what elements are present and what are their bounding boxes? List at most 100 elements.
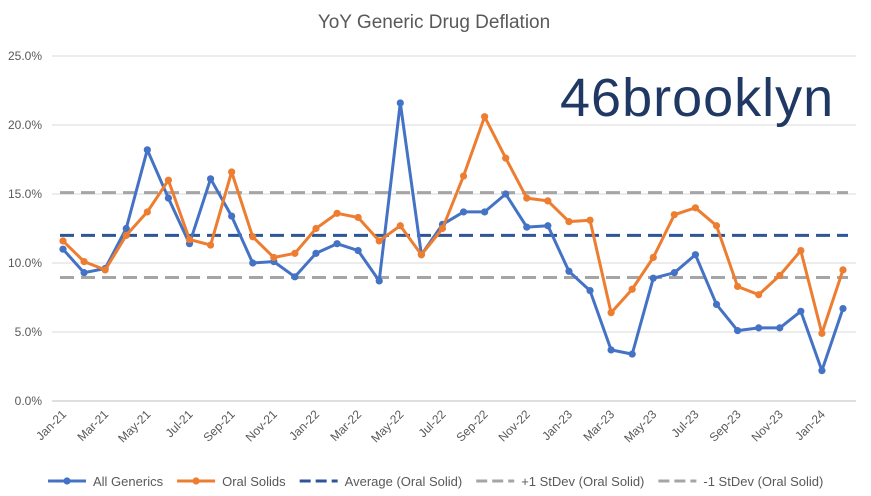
legend-label: +1 StDev (Oral Solid)	[521, 474, 644, 489]
legend-item-oral-solids: Oral Solids	[177, 474, 286, 489]
data-point-oral-solids	[375, 237, 383, 245]
x-tick-label: Jan-21	[33, 407, 69, 443]
data-point-all-generics	[206, 175, 215, 183]
data-point-all-generics	[818, 367, 826, 375]
data-point-oral-solids	[818, 329, 826, 337]
x-tick-label: Sep-23	[706, 407, 743, 444]
data-point-oral-solids	[206, 241, 215, 249]
x-tick-label: Jan-23	[539, 407, 575, 443]
y-tick-label: 5.0%	[15, 325, 43, 339]
x-tick-label: May-23	[621, 407, 659, 445]
legend-label: All Generics	[93, 474, 164, 489]
data-point-oral-solids	[80, 258, 88, 266]
data-point-all-generics	[396, 99, 404, 107]
x-tick-label: May-21	[115, 407, 153, 445]
data-point-oral-solids	[733, 282, 742, 291]
legend: All Generics Oral Solids Average (Oral Sol…	[48, 474, 823, 489]
data-point-all-generics	[164, 194, 173, 202]
legend-label: Average (Oral Solid)	[345, 474, 463, 489]
data-point-all-generics	[249, 259, 257, 267]
y-tick-label: 10.0%	[8, 256, 42, 270]
data-point-all-generics	[649, 274, 657, 282]
x-tick-label: Mar-22	[327, 407, 364, 444]
data-point-oral-solids	[396, 222, 404, 230]
data-point-oral-solids	[291, 249, 299, 257]
data-point-all-generics	[459, 208, 468, 216]
data-point-all-generics	[375, 277, 383, 285]
data-point-all-generics	[544, 222, 552, 230]
data-point-all-generics	[59, 245, 67, 253]
data-point-oral-solids	[185, 235, 194, 244]
chart-title: YoY Generic Drug Deflation	[318, 12, 550, 33]
x-tick-label: Sep-21	[201, 407, 238, 444]
data-point-all-generics	[839, 304, 847, 313]
data-point-oral-solids	[228, 168, 236, 176]
data-point-oral-solids	[649, 253, 657, 262]
x-tick-label: Jan-24	[792, 407, 828, 443]
data-point-oral-solids	[670, 211, 678, 219]
data-point-all-generics	[628, 350, 636, 358]
data-point-all-generics	[291, 273, 299, 281]
data-point-oral-solids	[333, 209, 341, 217]
data-point-all-generics	[122, 224, 130, 233]
data-point-oral-solids	[586, 216, 594, 224]
data-point-oral-solids	[607, 309, 615, 317]
x-tick-label: Mar-21	[75, 407, 112, 444]
data-point-all-generics	[797, 307, 805, 315]
data-point-oral-solids	[502, 154, 510, 162]
data-point-all-generics	[670, 269, 678, 277]
data-point-all-generics	[586, 287, 594, 295]
data-point-all-generics	[755, 324, 763, 332]
x-tick-label: Sep-22	[453, 407, 490, 444]
data-point-oral-solids	[628, 285, 636, 293]
y-tick-label: 25.0%	[8, 49, 42, 63]
data-point-oral-solids	[164, 176, 173, 184]
x-tick-label: Jul-21	[163, 407, 196, 440]
data-point-all-generics	[143, 146, 151, 154]
data-point-all-generics	[502, 190, 510, 198]
x-tick-label: Jul-22	[416, 407, 449, 440]
legend-item-average-oral-solid: Average (Oral Solid)	[299, 474, 463, 489]
data-point-oral-solids	[459, 172, 468, 180]
data-point-all-generics	[354, 246, 362, 255]
y-tick-label: 20.0%	[8, 118, 42, 132]
data-point-all-generics	[333, 240, 341, 248]
data-point-oral-solids	[354, 213, 362, 222]
logo: 46brooklyn	[560, 68, 833, 128]
x-tick-label: May-22	[368, 407, 406, 445]
data-point-all-generics	[691, 251, 700, 259]
legend-item-1-stdev-oral-solid: +1 StDev (Oral Solid)	[476, 474, 644, 489]
data-series	[59, 99, 847, 375]
data-point-all-generics	[607, 346, 615, 354]
y-tick-label: 15.0%	[8, 187, 42, 201]
data-point-oral-solids	[544, 197, 552, 205]
legend-item-1-stdev-oral-solid: -1 StDev (Oral Solid)	[658, 474, 823, 489]
x-tick-label: Nov-23	[749, 407, 786, 444]
data-point-oral-solids	[143, 208, 151, 216]
series-line-all-generics	[61, 101, 845, 373]
series-oral-solids	[59, 113, 847, 337]
data-point-oral-solids	[691, 204, 700, 212]
data-point-all-generics	[523, 223, 531, 231]
data-point-oral-solids	[122, 231, 130, 239]
data-point-oral-solids	[270, 253, 278, 262]
data-point-all-generics	[481, 208, 489, 216]
x-tick-label: Nov-21	[243, 407, 280, 444]
legend-marker	[192, 477, 200, 485]
data-point-all-generics	[733, 327, 742, 335]
data-point-oral-solids	[712, 222, 721, 230]
data-point-all-generics	[712, 300, 721, 308]
data-point-oral-solids	[59, 237, 67, 245]
data-point-all-generics	[776, 324, 784, 332]
data-point-oral-solids	[797, 246, 805, 255]
x-tick-label: Nov-22	[496, 407, 533, 444]
data-point-oral-solids	[312, 224, 320, 233]
x-tick-label: Mar-23	[580, 407, 617, 444]
data-point-oral-solids	[755, 291, 763, 299]
legend-marker	[63, 477, 71, 485]
data-point-oral-solids	[481, 113, 489, 121]
data-point-oral-solids	[438, 224, 447, 233]
legend-label: -1 StDev (Oral Solid)	[703, 474, 823, 489]
